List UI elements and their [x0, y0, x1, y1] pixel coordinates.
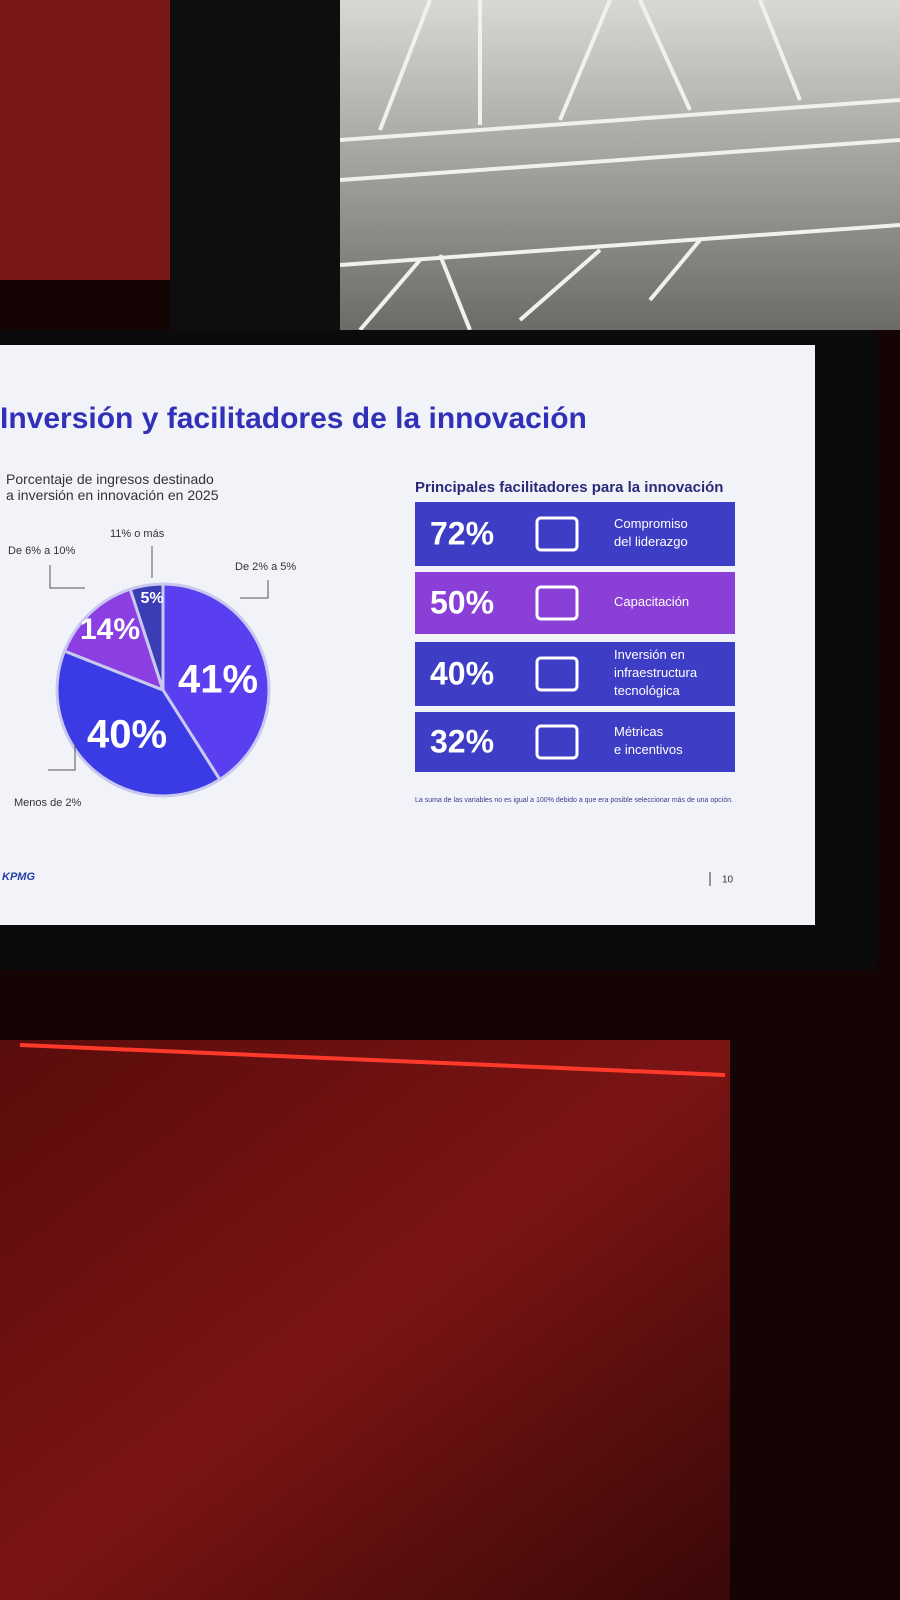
- facilitator-label: Métricas e incentivos: [614, 724, 683, 757]
- callout-line: [48, 745, 76, 771]
- facilitator-box: [415, 502, 735, 566]
- category-label: De 2% a 5%: [235, 561, 296, 573]
- slice-label: 14%: [80, 613, 140, 646]
- category-label: Menos de 2%: [14, 797, 81, 809]
- slice-label: 5%: [140, 590, 163, 607]
- red-counter: [0, 1040, 730, 1600]
- pie-title: Porcentaje de ingresos destinado a invers…: [6, 471, 219, 503]
- red-light: [19, 1043, 726, 1077]
- ceiling: [340, 0, 900, 330]
- facilitator-value: 32%: [430, 723, 494, 759]
- pillar: [170, 0, 340, 340]
- facilitator-label: Inversión en infraestructura tecnológica: [614, 647, 698, 698]
- facilitator-value: 72%: [430, 515, 494, 551]
- pie-chart: 41% De 2% a 5% 40% Menos de 2% 14% De 6% a 10…: [8, 528, 296, 809]
- callout-line: [240, 580, 269, 599]
- slice-label: 40%: [87, 713, 167, 757]
- category-label: 11% o más: [110, 528, 165, 540]
- icon: [535, 585, 579, 621]
- icon: [535, 656, 579, 692]
- icon: [535, 516, 579, 552]
- facilitator-box: [415, 572, 735, 634]
- pie-slice: [55, 649, 222, 798]
- facilitator-label: Capacitación: [614, 594, 689, 609]
- slice-label: 41%: [178, 658, 258, 702]
- pie-slice: [128, 582, 165, 691]
- facilitator-box: [415, 642, 735, 706]
- icon: [535, 724, 579, 760]
- facilitator-value: 50%: [430, 584, 494, 620]
- facilitator-value: 40%: [430, 655, 494, 691]
- footnote: La suma de las variables no es igual a 1…: [415, 797, 733, 804]
- red-panel-top: [0, 0, 170, 280]
- callout-line: [49, 565, 85, 589]
- facilitator-label: Compromiso del liderazgo: [614, 516, 688, 549]
- facilitators-title: Principales facilitadores para la innova…: [415, 479, 723, 496]
- logo: KPMG: [2, 871, 35, 883]
- facilitators: 72% Compromiso del liderazgo 50% Capacitació…: [415, 502, 735, 772]
- page-number: 10: [722, 875, 734, 886]
- truss: [339, 0, 900, 332]
- facilitator-box: [415, 712, 735, 772]
- category-label: De 6% a 10%: [8, 545, 75, 557]
- slide-title: Inversión y facilitadores de la innovaci…: [0, 402, 587, 435]
